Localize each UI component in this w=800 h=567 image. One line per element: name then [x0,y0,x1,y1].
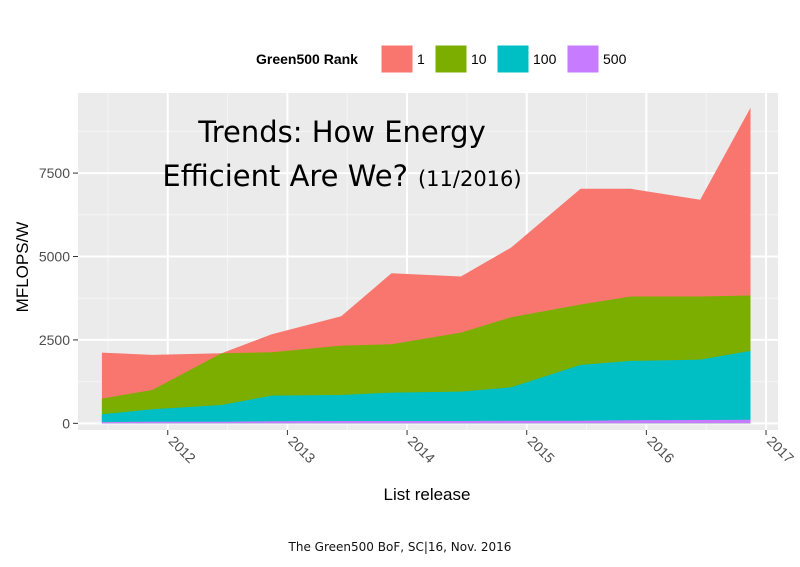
y-axis-ticks: 0 2500 5000 7500 [39,165,78,431]
legend-items: 1 10 100 500 [380,44,627,74]
legend-label-1: 1 [417,51,425,67]
title-suffix: (11/2016) [418,167,522,191]
legend-label-100: 100 [533,51,557,67]
legend-label-500: 500 [603,51,627,67]
x-axis-title: List release [384,485,471,504]
title-line-1: Trends: How Energy [197,115,485,149]
overlay-title: Trends: How Energy Efficient Are We? (11/… [162,115,521,193]
caption: The Green500 BoF, SC|16, Nov. 2016 [288,540,512,554]
legend-label-10: 10 [471,51,487,67]
x-axis-ticks: 2012 2013 2014 2015 2016 2017 [166,430,797,466]
legend-swatch-10 [434,44,468,74]
legend-swatch-100 [496,44,530,74]
y-tick-label: 2500 [39,332,70,348]
y-axis-title: MFLOPS/W [13,222,32,313]
legend: Green500 Rank 1 10 100 500 [256,44,627,74]
legend-swatch-1 [380,44,414,74]
x-tick-label: 2015 [525,433,558,466]
x-tick-label: 2012 [166,433,199,466]
x-tick-label: 2016 [644,433,677,466]
y-tick-label: 7500 [39,165,70,181]
x-tick-label: 2017 [764,433,797,466]
area-rank-100 [101,350,751,424]
x-tick-label: 2014 [405,433,438,466]
stacked-areas [101,107,751,424]
legend-title: Green500 Rank [256,51,358,67]
title-line-2: Efficient Are We? (11/2016) [162,159,521,193]
y-tick-label: 5000 [39,248,70,264]
area-rank-500 [101,419,751,424]
x-tick-label: 2013 [285,433,318,466]
title-line-2-main: Efficient Are We? [162,159,408,193]
y-tick-label: 0 [62,415,70,431]
legend-swatch-500 [566,44,600,74]
